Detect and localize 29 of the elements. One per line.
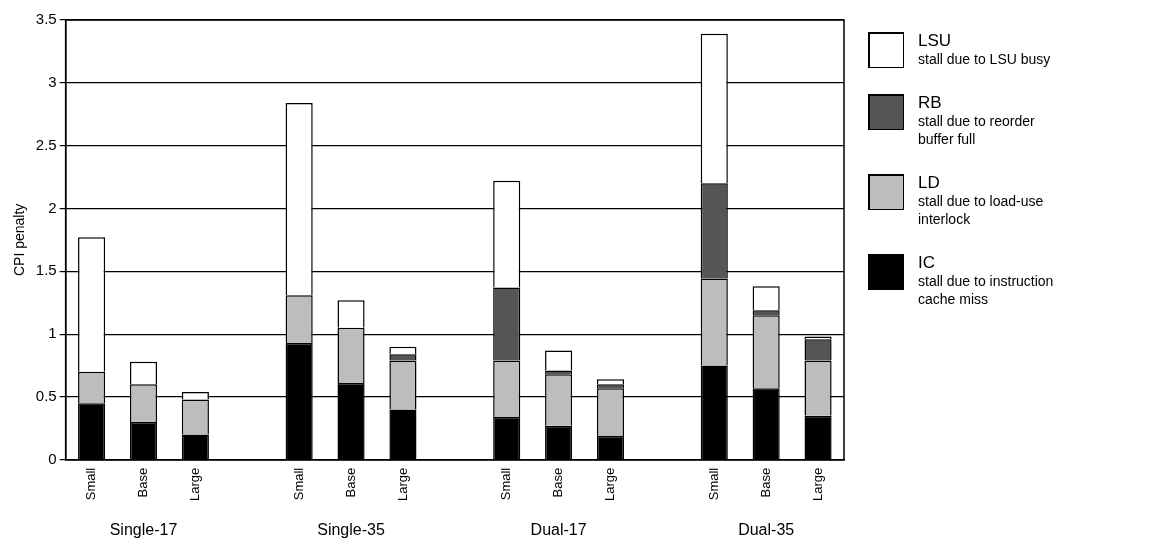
text: Single-17 bbox=[109, 521, 178, 539]
x-tick-label: Small bbox=[83, 467, 99, 501]
x-tick-label: Base bbox=[550, 467, 566, 498]
text: Dual-17 bbox=[530, 521, 587, 539]
y-tick-label: 2 bbox=[48, 198, 57, 216]
legend-label: LSU stall due to LSU busy bbox=[918, 31, 1051, 68]
x-tick-label: Base bbox=[757, 467, 773, 498]
x-tick-label: Base bbox=[342, 467, 358, 498]
legend-label: RB stall due to reorder buffer full bbox=[918, 93, 1035, 148]
x-tick-label: Large bbox=[809, 467, 825, 501]
x-tick-label: Base bbox=[135, 467, 151, 498]
y-tick-label: 1.5 bbox=[35, 261, 57, 279]
y-tick-label: 3 bbox=[48, 72, 57, 90]
y-tick-label: 2.5 bbox=[35, 135, 57, 153]
y-tick-label: 1 bbox=[48, 324, 57, 342]
text: Single-35 bbox=[317, 521, 385, 539]
x-tick-label: Small bbox=[498, 467, 514, 501]
y-tick-label: 0 bbox=[48, 449, 57, 467]
text: Dual-35 bbox=[738, 521, 795, 539]
y-axis-title: CPI penalty bbox=[11, 203, 28, 277]
x-tick-label: Large bbox=[394, 467, 410, 501]
x-tick-label: Small bbox=[705, 467, 721, 501]
y-tick-label: 3.5 bbox=[35, 10, 57, 28]
x-tick-label: Large bbox=[602, 467, 618, 501]
legend-label: IC stall due to instruction cache miss bbox=[918, 253, 1054, 308]
x-tick-label: Small bbox=[290, 467, 306, 501]
x-tick-label: Large bbox=[186, 467, 202, 501]
legend-label: LD stall due to load-use interlock bbox=[918, 173, 1044, 228]
y-tick-label: 0.5 bbox=[35, 387, 57, 405]
